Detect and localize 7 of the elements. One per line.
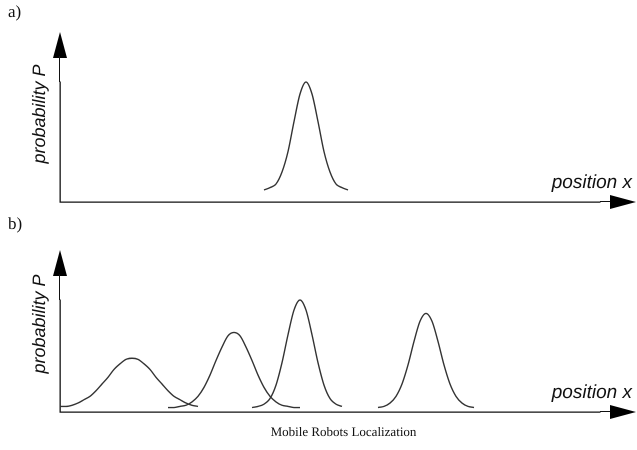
text: b) bbox=[8, 214, 22, 234]
y-axis-title: probability P bbox=[29, 274, 49, 375]
y-axis-title: probability P bbox=[29, 64, 49, 165]
x-axis-title: position x bbox=[550, 172, 634, 193]
text: a) bbox=[8, 2, 22, 22]
x-axis-title: position x bbox=[550, 382, 634, 403]
text: Mobile Robots Localization bbox=[270, 424, 418, 440]
